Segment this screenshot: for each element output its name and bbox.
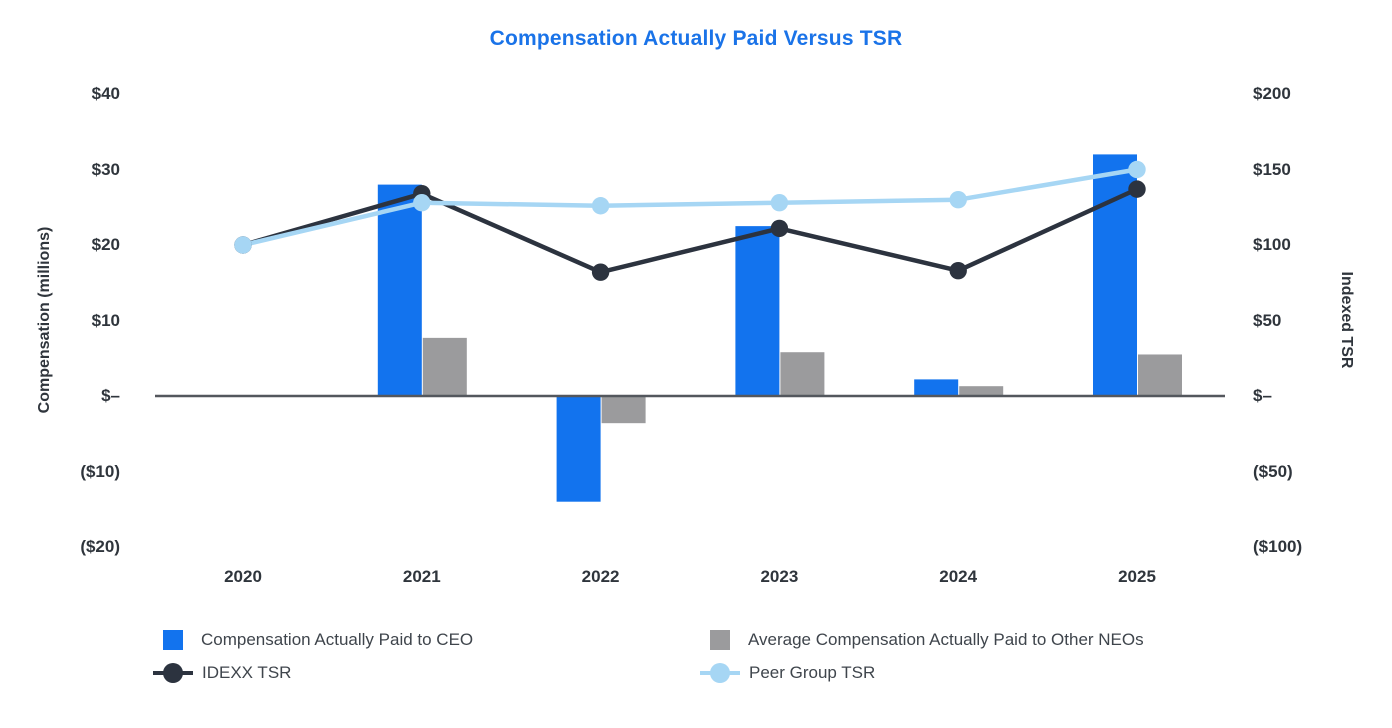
legend-label-idexx-tsr: IDEXX TSR: [202, 663, 292, 682]
right-axis-tick-0: $–: [1253, 386, 1272, 405]
legend-item-neo-compensation: Average Compensation Actually Paid to Ot…: [710, 630, 1144, 650]
left-axis-tick-30: $30: [91, 159, 120, 179]
right-axis-tick--100: ($100): [1253, 537, 1303, 556]
bar-average-compensation-actually-paid-to-ot-2023: [780, 352, 825, 396]
left-axis-tick--20: ($20): [80, 537, 120, 556]
idexx-tsr-line-marker-icon: [153, 663, 193, 683]
point-peer-group-tsr-2025: [1128, 160, 1146, 179]
right-axis-tick--50: ($50): [1253, 461, 1293, 481]
bar-average-compensation-actually-paid-to-ot-2025: [1138, 354, 1182, 396]
bar-average-compensation-actually-paid-to-ot-2022: [601, 396, 646, 424]
chart-title: Compensation Actually Paid Versus TSR: [489, 27, 903, 50]
idexx-marker-dot: [163, 663, 183, 683]
point-idexx-tsr-2022: [591, 263, 610, 281]
left-axis-tick-40: $40: [91, 84, 120, 103]
bar-average-compensation-actually-paid-to-ot-2021: [422, 337, 467, 396]
legend-item-peer-group-tsr: Peer Group TSR: [700, 663, 875, 683]
bar-average-compensation-actually-paid-to-ot-2024: [959, 386, 1004, 396]
point-peer-group-tsr-2021: [413, 194, 431, 212]
neo-bar-swatch-icon: [710, 630, 730, 650]
right-axis-tick-100: $100: [1253, 235, 1291, 254]
right-axis-tick-150: $150: [1253, 159, 1291, 179]
peer-marker-dot: [710, 663, 730, 683]
left-axis-tick-10: $10: [91, 310, 120, 330]
point-peer-group-tsr-2020: [234, 236, 252, 254]
line-idexx-tsr: [240, 186, 1140, 275]
bar-compensation-actually-paid-to-ceo-2021: [377, 184, 422, 396]
point-peer-group-tsr-2024: [949, 191, 967, 209]
right-axis-tick-200: $200: [1253, 84, 1291, 103]
x-axis-label-2024: 2024: [939, 567, 978, 586]
legend-item-idexx-tsr: IDEXX TSR: [153, 663, 291, 683]
legend-item-ceo-compensation: Compensation Actually Paid to CEO: [163, 630, 473, 650]
line-peer-group-tsr: [240, 167, 1140, 248]
point-peer-group-tsr-2023: [770, 194, 789, 212]
x-axis-label-2020: 2020: [224, 567, 262, 586]
x-axis-label-2022: 2022: [581, 567, 620, 586]
bar-compensation-actually-paid-to-ceo-2024: [914, 379, 959, 396]
legend-label-ceo-compensation: Compensation Actually Paid to CEO: [201, 630, 474, 649]
left-axis-tick--10: ($10): [80, 461, 120, 481]
x-axis-label-2021: 2021: [402, 567, 441, 586]
right-axis-tick-50: $50: [1253, 310, 1282, 330]
left-axis-tick-20: $20: [91, 235, 120, 254]
peer-tsr-line-marker-icon: [700, 663, 740, 683]
bar-compensation-actually-paid-to-ceo-2022: [556, 396, 601, 502]
x-axis-label-2025: 2025: [1118, 567, 1156, 586]
legend-label-peer-group-tsr: Peer Group TSR: [749, 663, 876, 682]
left-axis-tick-0: $–: [101, 386, 120, 405]
point-idexx-tsr-2025: [1128, 180, 1146, 198]
point-idexx-tsr-2024: [949, 261, 967, 280]
legend-label-neo-compensation: Average Compensation Actually Paid to Ot…: [748, 630, 1144, 649]
x-axis-label-2023: 2023: [760, 567, 799, 586]
ceo-bar-swatch-icon: [163, 630, 183, 650]
bar-compensation-actually-paid-to-ceo-2023: [735, 226, 780, 396]
point-idexx-tsr-2023: [770, 219, 789, 238]
point-peer-group-tsr-2022: [591, 197, 610, 215]
